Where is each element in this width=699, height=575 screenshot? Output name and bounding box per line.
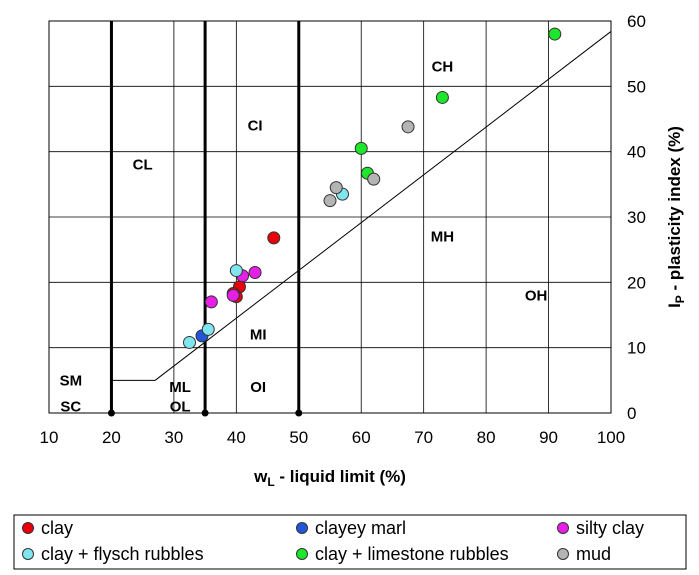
legend-marker (296, 548, 308, 560)
x-tick-label: 70 (414, 428, 433, 447)
legend-marker (296, 522, 308, 534)
data-point (204, 295, 218, 309)
legend-marker (22, 522, 34, 534)
data-point (248, 266, 262, 280)
data-point (435, 90, 449, 104)
data-point (183, 335, 196, 349)
zone-label: MH (431, 229, 454, 246)
data-point (367, 172, 381, 186)
data-point (267, 231, 281, 245)
zone-label: OI (250, 379, 266, 396)
zone-label: ML (169, 379, 191, 396)
legend-label: clay (41, 518, 73, 538)
zone-label: CH (432, 59, 454, 76)
legend-box (13, 514, 687, 570)
y-tick-label: 30 (627, 208, 646, 227)
x-tick-label: 60 (352, 428, 371, 447)
legend-label: clay + flysch rubbles (41, 544, 204, 564)
zone-label: SC (60, 398, 81, 415)
y-tick-label: 40 (627, 143, 646, 162)
legend-label: silty clay (576, 518, 644, 538)
x-tick-label: 10 (40, 428, 59, 447)
boundary-marker (107, 409, 115, 417)
legend-marker (557, 522, 569, 534)
zone-label: OL (170, 398, 191, 415)
legend-label: clayey marl (315, 518, 406, 538)
y-tick-label: 10 (627, 339, 646, 358)
x-axis-title: wL - liquid limit (%) (253, 467, 406, 489)
zone-label: CI (248, 118, 263, 135)
data-point (548, 27, 562, 41)
zone-label: CL (133, 157, 153, 174)
legend-label: clay + limestone rubbles (315, 544, 509, 564)
x-tick-label: 30 (164, 428, 183, 447)
boundary-marker (295, 409, 303, 417)
zone-label: OH (525, 287, 548, 304)
x-tick-label: 50 (289, 428, 308, 447)
data-point (226, 288, 240, 302)
data-point (401, 120, 415, 134)
boundary-marker (201, 409, 209, 417)
y-tick-label: 20 (627, 273, 646, 292)
zone-label: MI (250, 327, 267, 344)
data-point (329, 181, 343, 195)
zone-label: SM (60, 372, 83, 389)
data-point (229, 264, 243, 278)
legend-label: mud (576, 544, 611, 564)
x-tick-label: 20 (102, 428, 121, 447)
a-line (111, 31, 612, 381)
x-tick-label: 40 (227, 428, 246, 447)
legend-marker (557, 548, 569, 560)
data-point (323, 194, 337, 208)
x-tick-label: 80 (477, 428, 496, 447)
y-tick-label: 60 (627, 12, 646, 31)
y-axis-title: IP - plasticity index (%) (665, 126, 687, 308)
data-point (354, 141, 368, 155)
data-point (201, 322, 215, 336)
x-tick-label: 100 (597, 428, 625, 447)
y-tick-label: 0 (627, 404, 636, 423)
x-tick-label: 90 (539, 428, 558, 447)
legend-marker (22, 548, 34, 560)
y-tick-label: 50 (627, 77, 646, 96)
